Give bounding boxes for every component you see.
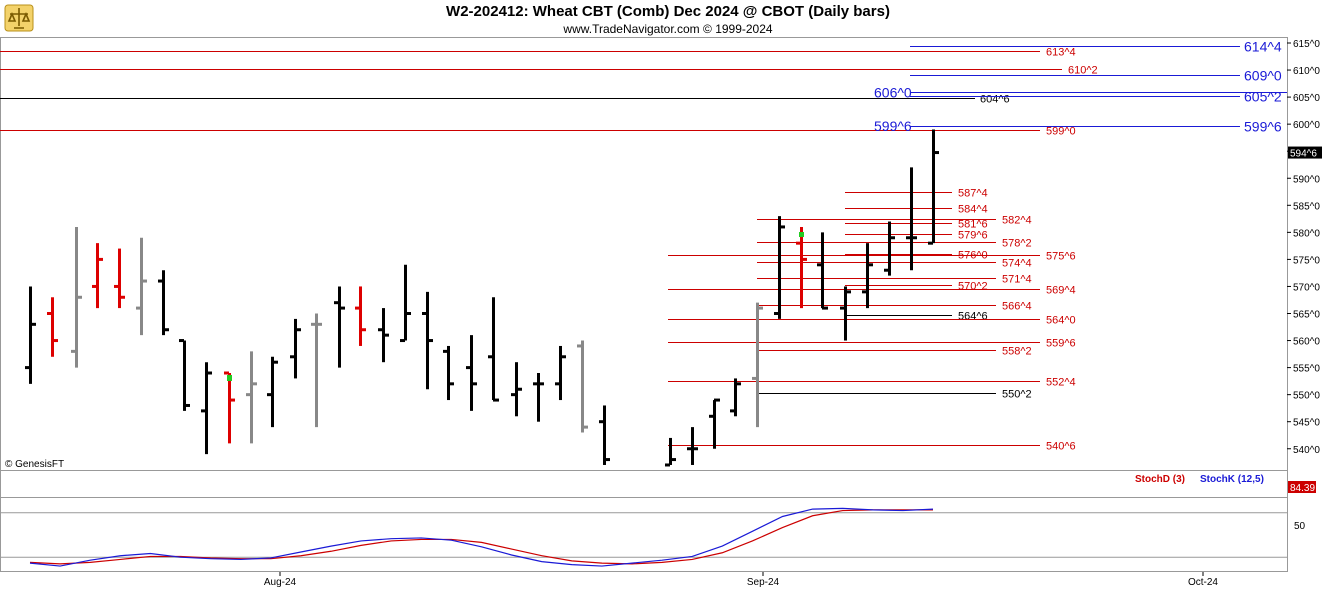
stoch-current-label: 84.39 [1290, 483, 1315, 494]
time-tick-label: Oct-24 [1188, 577, 1218, 588]
blue-level-label: 599^6 [874, 118, 912, 134]
blue-level-label: 614^4 [1244, 39, 1282, 55]
chart-title: W2-202412: Wheat CBT (Comb) Dec 2024 @ C… [446, 3, 890, 20]
current-price-badge [1288, 146, 1322, 159]
current-price-label: 594^6 [1290, 149, 1317, 160]
blue-level-label: 599^6 [1244, 119, 1282, 135]
level-label: 613^4 [1046, 47, 1076, 59]
level-label: 552^4 [1046, 377, 1076, 389]
level-label: 610^2 [1068, 65, 1098, 77]
stoch-current-badge [1288, 481, 1316, 493]
level-label: 578^2 [1002, 238, 1032, 250]
level-label: 574^4 [1002, 258, 1032, 270]
price-tick-label: 550^0 [1293, 391, 1320, 402]
stochd-legend: StochD (3) [1135, 474, 1185, 485]
time-tick-label: Aug-24 [264, 577, 297, 588]
price-tick-label: 545^0 [1293, 418, 1320, 429]
trade-navigator-logo-icon [4, 4, 34, 32]
level-label: 558^2 [1002, 346, 1032, 358]
level-label: 581^6 [958, 219, 988, 231]
price-tick-label: 605^0 [1293, 93, 1320, 104]
price-tick-label: 565^0 [1293, 310, 1320, 321]
stochastic-lines [0, 507, 1287, 567]
copyright-label: © GenesisFT [5, 459, 64, 470]
price-tick-label: 610^0 [1293, 66, 1320, 77]
stochd-line [29, 509, 933, 565]
level-label: 559^6 [1046, 338, 1076, 350]
chart-header: W2-202412: Wheat CBT (Comb) Dec 2024 @ C… [0, 0, 1336, 38]
price-tick-label: 615^0 [1293, 39, 1320, 50]
level-label: 587^4 [958, 188, 988, 200]
level-label: 564^6 [958, 311, 988, 323]
chart-subtitle: www.TradeNavigator.com © 1999-2024 [563, 22, 773, 36]
level-label: 566^4 [1002, 301, 1032, 313]
level-label: 584^4 [958, 204, 988, 216]
time-tick-label: Sep-24 [747, 577, 780, 588]
price-tick-label: 580^0 [1293, 228, 1320, 239]
level-label: 569^4 [1046, 285, 1076, 297]
price-tick-label: 555^0 [1293, 364, 1320, 375]
level-label: 540^6 [1046, 441, 1076, 453]
time-axis: Aug-24 Sep-24 Oct-24 [264, 572, 1218, 588]
stoch-tick-50: 50 [1294, 521, 1306, 532]
level-label: 571^4 [1002, 274, 1032, 286]
level-label: 575^6 [1046, 251, 1076, 263]
price-tick-label: 585^0 [1293, 201, 1320, 212]
level-label: 570^2 [958, 281, 988, 293]
blue-level-label: 605^2 [1244, 89, 1282, 105]
level-label: 599^0 [1046, 126, 1076, 138]
price-tick-label: 600^0 [1293, 120, 1320, 131]
stochastic-pane-frame [0, 470, 1288, 572]
blue-level-label: 606^0 [874, 85, 912, 101]
level-label: 564^0 [1046, 315, 1076, 327]
green-marker [799, 232, 804, 237]
price-tick-label: 540^0 [1293, 445, 1320, 456]
ohlc-bars [25, 129, 939, 467]
blue-level-label: 609^0 [1244, 68, 1282, 84]
level-label: 579^6 [958, 230, 988, 242]
price-tick-label: 575^0 [1293, 255, 1320, 266]
price-tick-label: 590^0 [1293, 174, 1320, 185]
level-label: 604^6 [980, 94, 1010, 106]
price-axis: 615^0610^0605^0600^0595^0590^0585^0580^0… [1287, 39, 1322, 456]
green-marker [227, 375, 232, 381]
price-tick-label: 570^0 [1293, 282, 1320, 293]
level-label: 550^2 [1002, 389, 1032, 401]
level-lines: 613^4 610^2 604^6 599^0 587^4 584^4 582^4 581^6… [0, 39, 1287, 453]
price-tick-label: 560^0 [1293, 337, 1320, 348]
level-label: 582^4 [1002, 215, 1032, 227]
stochk-legend: StochK (12,5) [1200, 474, 1264, 485]
stochk-line [29, 507, 934, 567]
price-pane-frame [0, 37, 1288, 471]
